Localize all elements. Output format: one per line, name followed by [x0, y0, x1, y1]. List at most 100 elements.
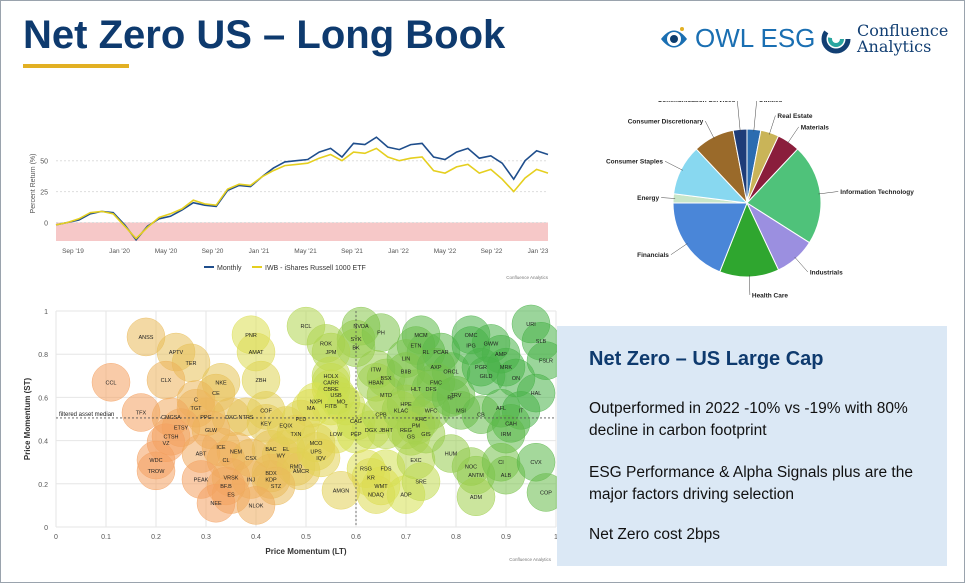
bubble-label: NEE — [210, 501, 222, 507]
bubble-label: ICE — [216, 445, 226, 451]
bubble-label: NXPI — [310, 400, 323, 406]
pie-label: Consumer Discretionary — [628, 119, 704, 126]
bubble-label: ADP — [400, 493, 412, 499]
owl-eye-icon — [661, 26, 687, 47]
negative-return-band — [56, 222, 548, 241]
bubble-label: PNR — [245, 333, 257, 339]
bubble-label: MTD — [380, 393, 392, 399]
bubble-label: AMCR — [293, 469, 309, 475]
bubble-label: KLAC — [394, 408, 408, 414]
bubble-label: APTV — [169, 350, 184, 356]
bubble-label: C — [194, 398, 198, 404]
bubble-label: NTRS — [239, 415, 254, 421]
bubble-chart-svg: 0 0.1 0.2 0.3 0.4 0.5 0.6 0.7 0.8 0.9 1 0 0.2 0.4 0.6 0… — [23, 304, 566, 562]
bubble-label: CTSH — [164, 434, 179, 440]
owl-esg-logo: OWL ESG — [659, 23, 815, 54]
bubble-label: EXC — [410, 458, 421, 464]
bubble-label: CLX — [161, 378, 172, 384]
bubble-label: RF — [447, 395, 455, 401]
x-tick-label: 0.2 — [151, 534, 161, 541]
pie-label: Communication Services — [658, 101, 736, 104]
bubble-label: WFC — [425, 408, 438, 414]
bubble-label: PLD — [296, 417, 307, 423]
bubble — [236, 486, 276, 525]
bubble-label: CE — [212, 391, 220, 397]
bubble-label: RL — [422, 350, 429, 356]
x-tick-label: 0.6 — [351, 534, 361, 541]
bubble-label: CSX — [245, 456, 257, 462]
bubble-label: IQV — [316, 456, 326, 462]
bubble-label: SRE — [415, 480, 427, 486]
x-tick-label: 0.4 — [251, 534, 261, 541]
x-tick-label: May '22 — [434, 248, 457, 255]
bubble-label: HUM — [445, 452, 458, 458]
legend-label: IWB - iShares Russell 1000 ETF — [265, 265, 366, 272]
pie-label: Financials — [637, 252, 669, 259]
bubble-label: VZ — [162, 441, 170, 447]
bubble-label: PCAR — [433, 350, 448, 356]
x-axis-title: Price Momentum (LT) — [265, 547, 347, 556]
bubble-label: PGR — [475, 365, 487, 371]
x-tick-label: 0.3 — [201, 534, 211, 541]
scatter-source-note: Confluence Analytics — [509, 557, 552, 562]
bubble-label: COF — [260, 408, 272, 414]
y-tick-label: 0 — [44, 220, 48, 227]
bubble-label: IT — [519, 408, 525, 414]
bubble-label: CBRE — [323, 387, 339, 393]
bubble-label: KDP — [265, 477, 277, 483]
x-tick-label: 0.1 — [101, 534, 111, 541]
bubble-label: CL — [222, 458, 229, 464]
bubble-label: TGT — [191, 406, 203, 412]
x-tick-label: May '20 — [155, 248, 178, 255]
bubble-label: NVDA — [353, 324, 369, 330]
pie-label: Real Estate — [777, 113, 812, 120]
bubble-label: PM — [412, 423, 421, 429]
bubble-label: MA — [307, 406, 316, 412]
y-tick-label: 0.6 — [38, 395, 48, 402]
x-tick-label: Jan '20 — [109, 248, 130, 255]
bubble-label: RMD — [290, 465, 303, 471]
x-tick-label: 0 — [54, 534, 58, 541]
bubble — [456, 477, 496, 517]
summary-paragraph-2: ESG Performance & Alpha Signals plus are… — [589, 464, 913, 503]
x-tick-label: Sep '22 — [481, 248, 503, 255]
bubble-label: AMP — [495, 352, 507, 358]
bubble-label: ANSS — [139, 335, 154, 341]
bubble-label: MO — [337, 400, 347, 406]
confluence-swirl-icon — [821, 24, 851, 54]
bubble-label: T — [344, 404, 348, 410]
bubble-label: IRM — [501, 432, 512, 438]
bubble-label: MSI — [456, 408, 466, 414]
bubble-label: AMAT — [249, 350, 265, 356]
bubble-label: CAG — [350, 419, 362, 425]
bubble-label: PH — [377, 331, 385, 337]
bubble-label: NKE — [215, 380, 227, 386]
y-tick-label: 0.2 — [38, 482, 48, 489]
bubble — [391, 417, 431, 456]
bubble-label: FMC — [430, 380, 442, 386]
bubble-label: HOLX — [324, 374, 339, 380]
x-tick-label: May '21 — [294, 248, 317, 255]
y-tick-label: 25 — [40, 190, 48, 197]
sector-pie-chart: Utilities Real Estate Materials Information… — [581, 97, 951, 316]
bubble-label: BIIB — [401, 369, 412, 375]
slide-title: Net Zero US – Long Book — [23, 13, 506, 57]
bubble-label: HLT — [411, 387, 422, 393]
y-axis-title: Percent Return (%) — [30, 154, 37, 214]
x-tick-label: Jan '23 — [528, 248, 549, 255]
x-tick-label: Sep '19 — [62, 248, 84, 255]
bubble-label: FDS — [381, 467, 392, 473]
bubble — [196, 483, 236, 523]
bubble-label: WMT — [374, 484, 388, 490]
bubble-label: NEM — [230, 449, 243, 455]
bubble-label: CVX — [530, 460, 542, 466]
bubble-label: ROK — [320, 341, 332, 347]
bubble — [301, 438, 341, 478]
bubble-label: NOC — [465, 465, 477, 471]
bubble-label: REG — [400, 428, 412, 434]
bubble-label: STZ — [271, 484, 282, 490]
bubble-label: OMC — [465, 333, 478, 339]
performance-line-chart: 0 25 50 Percent Return (%) Sep '19 Jan '20 May… — [26, 131, 556, 291]
bubble-label: EQIX — [279, 423, 292, 429]
